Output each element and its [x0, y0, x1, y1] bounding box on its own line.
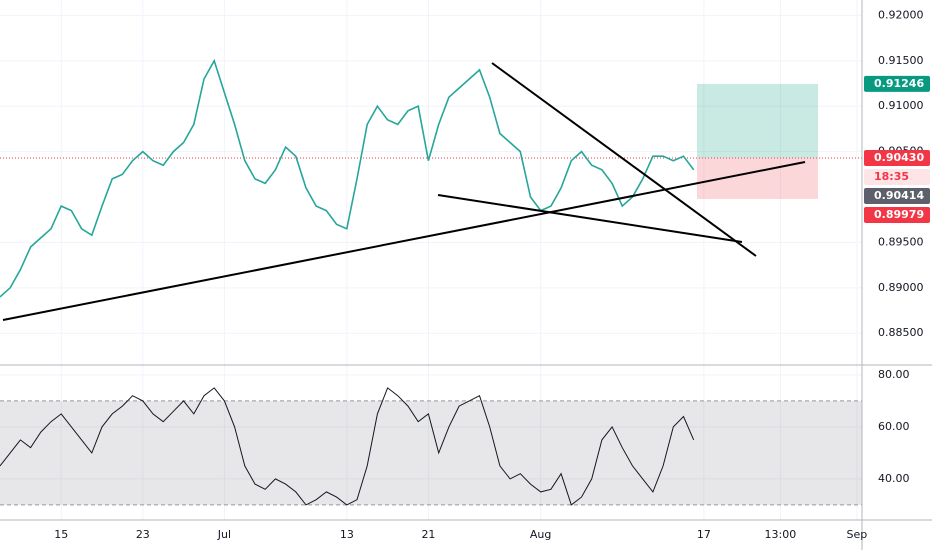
- trendlines: [2, 62, 806, 321]
- y-tick-label: 0.89000: [878, 281, 924, 294]
- price-label-box: [864, 149, 930, 166]
- y-tick-label: 0.91000: [878, 99, 924, 112]
- rsi-band: [0, 400, 862, 505]
- price-label-box: [864, 168, 930, 185]
- x-tick-label: Sep: [847, 528, 868, 541]
- price-label: 18:35: [874, 170, 909, 183]
- series-line: [0, 58, 695, 298]
- marks: [0, 58, 862, 506]
- x-tick-label: 13:00: [765, 528, 797, 541]
- y2-tick-label: 40.00: [878, 472, 910, 485]
- price-label: 0.91246: [874, 77, 924, 90]
- x-tick-label: Jul: [217, 528, 231, 541]
- price-label: 0.90430: [874, 151, 924, 164]
- series-line: [0, 387, 695, 506]
- x-tick-label: 23: [136, 528, 150, 541]
- x-tick-label: 21: [421, 528, 435, 541]
- y-tick-label: 0.91500: [878, 54, 924, 67]
- price-label: 0.90414: [874, 189, 924, 202]
- price-label-box: [864, 75, 930, 92]
- y-tick-label: 0.88500: [878, 326, 924, 339]
- y-tick-label: 0.89500: [878, 235, 924, 248]
- y2-tick-label: 80.00: [878, 368, 910, 381]
- stop-loss-zone: [697, 157, 818, 199]
- price-label-box: [864, 206, 930, 223]
- take-profit-zone: [697, 83, 818, 158]
- price-label: 0.89979: [874, 208, 924, 221]
- price-label-box: [864, 187, 930, 204]
- x-tick-label: 15: [54, 528, 68, 541]
- x-tick-label: 13: [340, 528, 354, 541]
- y-tick-label: 0.92000: [878, 8, 924, 21]
- y2-tick-label: 60.00: [878, 420, 910, 433]
- trendline: [491, 62, 757, 257]
- trendline: [437, 194, 743, 243]
- x-tick-label: Aug: [530, 528, 551, 541]
- trendline: [2, 161, 806, 321]
- x-tick-label: 17: [697, 528, 711, 541]
- grid: [0, 0, 862, 520]
